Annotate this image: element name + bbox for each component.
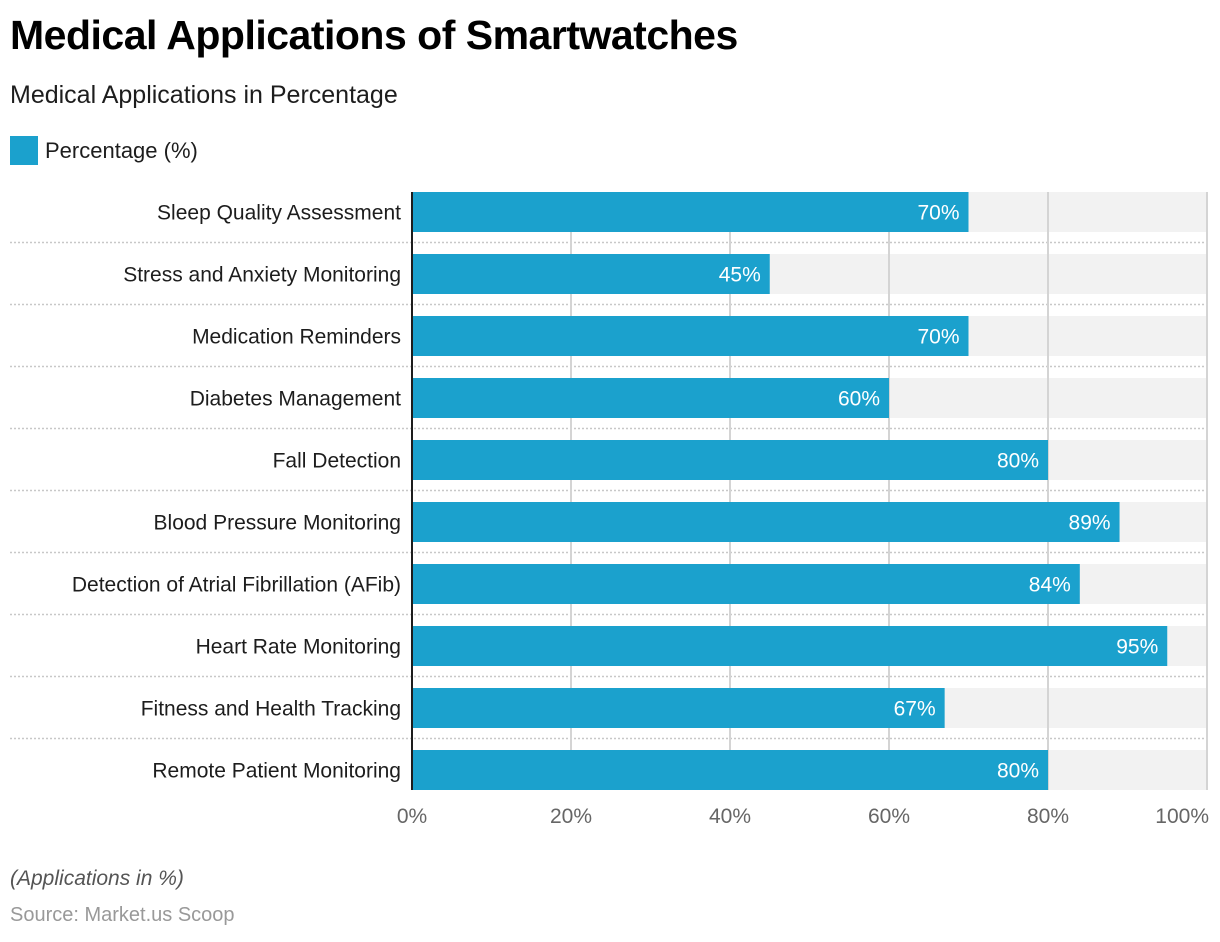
x-tick-label: 80% [1027, 805, 1069, 828]
chart-subtitle: Medical Applications in Percentage [10, 81, 398, 109]
category-label: Diabetes Management [190, 388, 401, 411]
category-label: Blood Pressure Monitoring [154, 512, 401, 535]
bar [412, 564, 1080, 604]
bar-value-label: 84% [1029, 574, 1071, 597]
bar [412, 254, 770, 294]
x-tick-label: 100% [1155, 805, 1209, 828]
chart-source: Source: Market.us Scoop [10, 904, 235, 926]
category-label: Fall Detection [273, 450, 401, 473]
bar [412, 750, 1048, 790]
bar [412, 688, 945, 728]
category-label: Stress and Anxiety Monitoring [123, 264, 401, 287]
category-label: Medication Reminders [192, 326, 401, 349]
chart-title: Medical Applications of Smartwatches [10, 12, 738, 58]
x-tick-label: 20% [550, 805, 592, 828]
bar [412, 192, 969, 232]
bar-value-label: 70% [917, 326, 959, 349]
legend: Percentage (%) [10, 136, 198, 165]
bar-value-label: 45% [719, 264, 761, 287]
bar [412, 440, 1048, 480]
bar-value-label: 70% [917, 202, 959, 225]
bar [412, 626, 1168, 666]
legend-label: Percentage (%) [45, 137, 198, 163]
category-label: Fitness and Health Tracking [141, 698, 401, 721]
chart-note: (Applications in %) [10, 867, 184, 890]
bar [412, 502, 1120, 542]
x-tick-label: 40% [709, 805, 751, 828]
bar [412, 316, 969, 356]
bar-value-label: 67% [894, 698, 936, 721]
x-tick-label: 0% [397, 805, 427, 828]
bar-value-label: 89% [1069, 512, 1111, 535]
bar-value-label: 80% [997, 450, 1039, 473]
bar-value-label: 60% [838, 388, 880, 411]
bar-value-label: 80% [997, 760, 1039, 783]
category-label: Heart Rate Monitoring [196, 636, 401, 659]
category-label: Sleep Quality Assessment [157, 202, 401, 225]
bar-value-label: 95% [1116, 636, 1158, 659]
category-label: Remote Patient Monitoring [152, 760, 401, 783]
bar [412, 378, 889, 418]
category-label: Detection of Atrial Fibrillation (AFib) [72, 574, 401, 597]
legend-swatch [10, 136, 38, 165]
x-tick-label: 60% [868, 805, 910, 828]
